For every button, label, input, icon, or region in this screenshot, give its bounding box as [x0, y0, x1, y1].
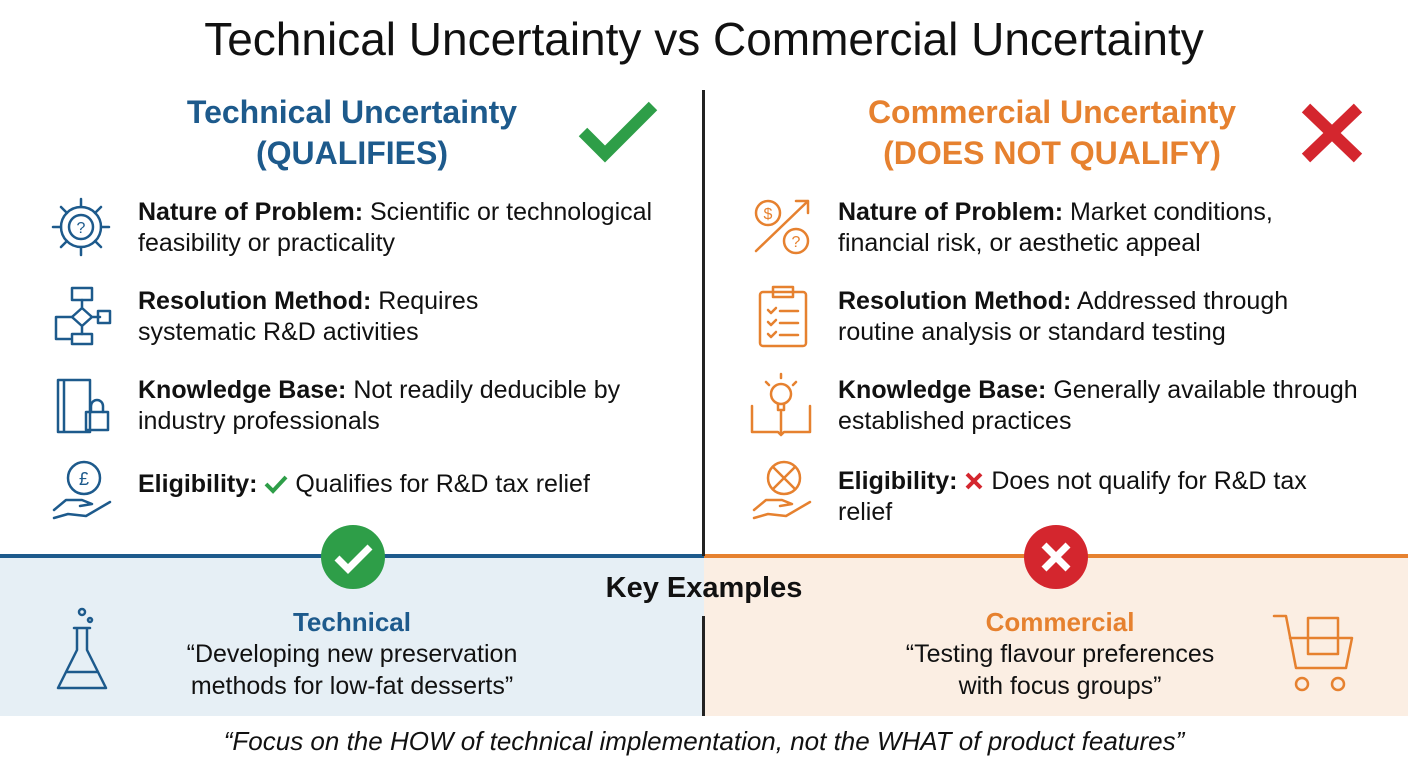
text: methods for low-fat desserts” — [190, 672, 514, 700]
heading: Commercial Uncertainty (DOES NOT QUALIFY) — [772, 92, 1332, 174]
text: “Testing flavour preferences — [905, 640, 1215, 668]
text: Market conditions, financial risk, or ae… — [838, 198, 1273, 257]
cross-icon — [1301, 103, 1363, 163]
text: Qualifies for R&D tax relief — [295, 470, 590, 498]
criterion: Knowledge Base: Not readily deducible by… — [138, 375, 668, 437]
cross-badge — [1024, 525, 1088, 589]
footer-quote: “Focus on the HOW of technical implement… — [223, 726, 1185, 756]
check-badge — [321, 525, 385, 589]
example: Technical “Developing new preservation met… — [102, 606, 602, 702]
text: Requires systematic R&D activities — [138, 287, 479, 346]
text: Resolution Method: — [838, 287, 1072, 315]
book-bulb-icon — [750, 372, 812, 437]
criterion: Nature of Problem: Market conditions, fi… — [838, 197, 1368, 259]
example: Commercial “Testing flavour preferences wi… — [810, 606, 1310, 702]
divider — [702, 90, 705, 556]
text: Knowledge Base: — [138, 376, 347, 404]
criterion: Knowledge Base: Generally available thro… — [838, 375, 1368, 437]
text: Resolution Method: — [138, 287, 372, 315]
text: Nature of Problem: — [838, 198, 1064, 226]
text: Does not qualify for R&D tax relief — [838, 467, 1307, 526]
svg-text:$: $ — [764, 206, 773, 223]
divider — [702, 616, 705, 716]
text: Eligibility: — [838, 467, 958, 495]
text: Technical — [292, 607, 411, 637]
text: Generally available through established … — [838, 376, 1358, 435]
cart-icon — [1272, 614, 1354, 692]
text: Not readily deducible by industry profes… — [138, 376, 621, 435]
flowchart-icon — [54, 286, 112, 346]
examples-heading: Key Examples — [605, 572, 803, 604]
gear-icon: ? — [51, 197, 111, 257]
title: Technical Uncertainty vs Commercial Unce… — [204, 13, 1204, 65]
criterion: Eligibility: Does not qualify for R&D ta… — [838, 466, 1338, 528]
check-icon — [264, 475, 288, 494]
criterion: Resolution Method: Addressed through rou… — [838, 286, 1368, 348]
criterion: Nature of Problem: Scientific or technol… — [138, 197, 668, 259]
text: Commercial Uncertainty — [867, 94, 1237, 130]
text: Nature of Problem: — [138, 198, 364, 226]
text: Addressed through routine analysis or st… — [838, 287, 1289, 346]
text: (DOES NOT QUALIFY) — [883, 135, 1221, 171]
svg-text:?: ? — [77, 220, 86, 237]
text: with focus groups” — [958, 672, 1162, 700]
text: Knowledge Base: — [838, 376, 1047, 404]
heading: Technical Uncertainty (QUALIFIES) — [72, 92, 632, 174]
text: “Developing new preservation — [186, 640, 518, 668]
text: Technical Uncertainty — [186, 94, 518, 130]
text: Commercial — [985, 607, 1135, 637]
hand-cross-icon — [752, 460, 812, 520]
market-icon: $? — [754, 199, 810, 255]
svg-text:?: ? — [792, 234, 801, 251]
text: Scientific or technological feasibility … — [138, 198, 653, 257]
text: (QUALIFIES) — [256, 135, 448, 171]
cross-icon — [965, 472, 983, 490]
text: Eligibility: — [138, 470, 258, 498]
criterion: Resolution Method: Requires systematic R… — [138, 286, 558, 348]
flask-icon — [56, 607, 108, 690]
book-lock-icon — [56, 378, 110, 434]
svg-text:£: £ — [79, 469, 89, 489]
hand-coin-icon: £ — [52, 460, 112, 520]
check-icon — [578, 101, 658, 163]
clipboard-icon — [758, 285, 808, 348]
criterion: Eligibility: Qualifies for R&D tax relie… — [138, 469, 668, 500]
